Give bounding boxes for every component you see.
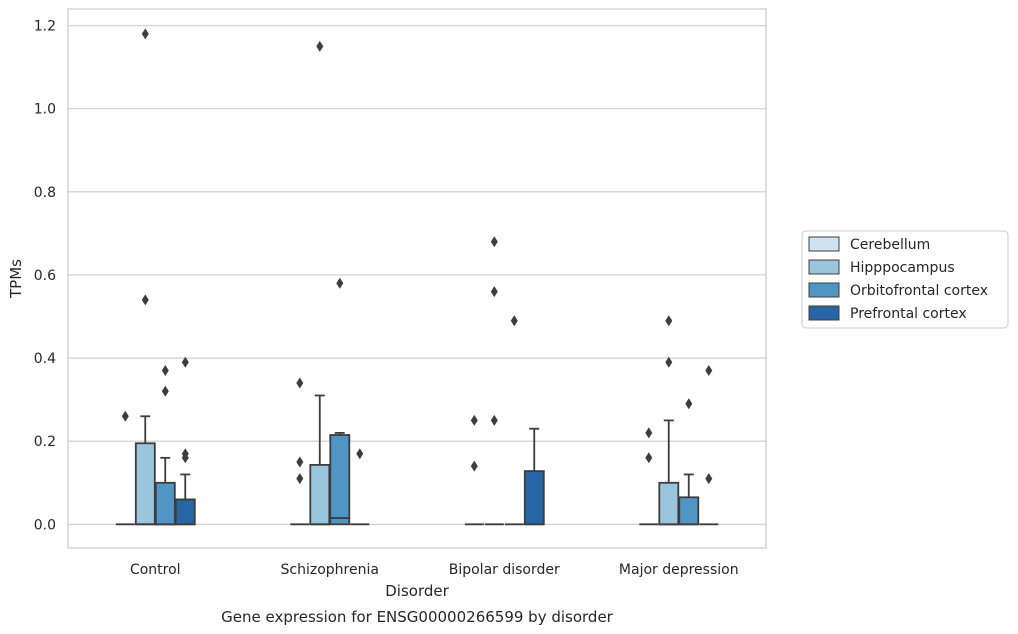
y-axis-label: TPMs xyxy=(7,259,25,299)
legend-label: Prefrontal cortex xyxy=(850,306,967,322)
y-tick-label: 0.0 xyxy=(34,517,56,533)
outlier-point xyxy=(316,40,324,52)
legend-label: Cerebellum xyxy=(850,237,930,253)
box-body xyxy=(174,498,196,526)
box-orbitofrontal-cortex xyxy=(154,365,176,526)
legend-swatch xyxy=(808,259,840,275)
outlier-point xyxy=(705,473,713,485)
y-axis: 0.0 0.2 0.4 0.6 0.8 1.0 1.2 xyxy=(34,19,56,534)
grid-lines xyxy=(68,25,766,525)
box-cerebellum xyxy=(290,377,310,526)
legend-item: Hipppocampus xyxy=(808,259,955,276)
box-body xyxy=(658,481,680,526)
box-prefrontal-cortex xyxy=(523,427,545,526)
outlier-point xyxy=(470,460,478,472)
outlier-point xyxy=(296,377,304,389)
outlier-point xyxy=(141,28,149,40)
box-hipppocampus xyxy=(484,236,504,526)
legend-swatch xyxy=(808,282,840,298)
legend-item: Orbitofrontal cortex xyxy=(808,282,988,299)
outlier-point xyxy=(645,427,653,439)
box-body xyxy=(154,481,176,526)
outlier-point xyxy=(665,315,673,327)
outlier-point xyxy=(705,365,713,376)
outlier-point xyxy=(490,414,498,426)
x-axis: Control Schizophrenia Bipolar disorder Majo… xyxy=(130,562,739,578)
box-body xyxy=(309,463,331,526)
legend-label: Hipppocampus xyxy=(850,260,955,276)
box-body xyxy=(678,496,700,526)
outlier-point xyxy=(296,456,304,468)
y-tick-label: 0.4 xyxy=(34,351,56,367)
outlier-point xyxy=(685,398,693,410)
box-group xyxy=(115,28,719,526)
box-cerebellum xyxy=(464,414,484,526)
outlier-point xyxy=(645,452,653,464)
outlier-point xyxy=(296,473,304,485)
figure-caption: Gene expression for ENSG00000266599 by d… xyxy=(221,608,614,626)
box-orbitofrontal-cortex xyxy=(678,398,700,526)
x-axis-label: Disorder xyxy=(385,582,449,600)
legend-label: Orbitofrontal cortex xyxy=(850,283,988,299)
legend-swatch xyxy=(808,305,840,321)
legend-item: Prefrontal cortex xyxy=(808,305,967,322)
legend: Cerebellum Hipppocampus Orbitofrontal cort… xyxy=(801,230,1009,329)
box-prefrontal-cortex xyxy=(699,365,719,526)
box-orbitofrontal-cortex xyxy=(329,277,351,526)
outlier-point xyxy=(181,452,189,464)
y-tick-label: 0.6 xyxy=(34,268,56,284)
plot-area xyxy=(68,9,766,548)
box-prefrontal-cortex xyxy=(174,356,196,526)
outlier-point xyxy=(181,356,189,368)
outlier-point xyxy=(490,236,498,248)
box-prefrontal-cortex xyxy=(350,448,370,526)
outlier-point xyxy=(665,356,673,368)
box-orbitofrontal-cortex xyxy=(504,315,524,526)
x-tick-label: Bipolar disorder xyxy=(449,562,560,578)
y-tick-label: 0.2 xyxy=(34,434,56,450)
box-cerebellum xyxy=(115,410,135,526)
box-body xyxy=(329,434,351,526)
outlier-point xyxy=(470,414,478,426)
outlier-point xyxy=(141,294,149,306)
box-cerebellum xyxy=(639,427,659,526)
box-hipppocampus xyxy=(134,28,156,526)
x-tick-label: Control xyxy=(130,562,181,578)
outlier-point xyxy=(510,315,518,327)
box-body xyxy=(134,442,156,526)
legend-frame xyxy=(801,230,1009,329)
y-tick-label: 0.8 xyxy=(34,185,56,201)
outlier-point xyxy=(356,448,364,460)
legend-item: Cerebellum xyxy=(808,236,930,253)
outlier-point xyxy=(490,286,498,298)
outlier-point xyxy=(161,365,169,376)
x-tick-label: Schizophrenia xyxy=(281,562,379,578)
box-body xyxy=(523,470,545,526)
box-hipppocampus xyxy=(309,40,331,526)
y-tick-label: 1.2 xyxy=(34,19,56,35)
plot-frame xyxy=(67,8,767,549)
x-tick-label: Major depression xyxy=(619,562,739,578)
y-tick-label: 1.0 xyxy=(34,102,56,118)
outlier-point xyxy=(161,385,169,397)
outlier-point xyxy=(336,277,344,289)
outlier-point xyxy=(121,410,129,422)
legend-swatch xyxy=(808,236,840,252)
box-hipppocampus xyxy=(658,315,680,526)
